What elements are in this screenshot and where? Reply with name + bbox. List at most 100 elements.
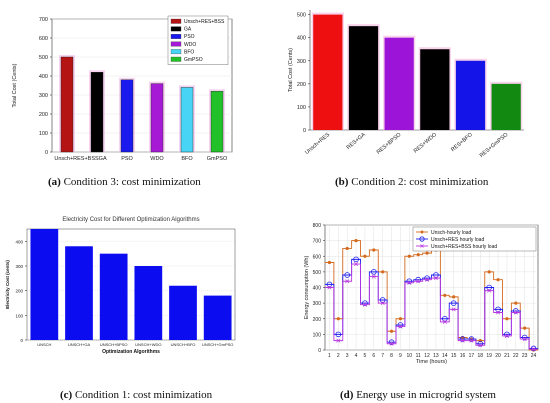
chart-d-series-2-point-8 [398,324,403,329]
chart-a-bar-0 [60,56,74,153]
chart-b-bar-2 [384,37,414,130]
chart-d-series-2-point-14 [451,307,456,312]
chart-d-series-0-point-5 [372,248,376,252]
chart-d-xtick-label-0: 1 [328,353,331,359]
chart-d-series-1-point-23 [530,345,537,352]
caption-d-text: Energy use in microgrid system [353,389,496,401]
chart-d-series-0-point-0 [327,260,332,265]
chart-a-xtick-label-5: GmPSO [207,156,228,162]
chart-d-series-2-point-3 [354,262,359,267]
chart-d-series-2-point-1 [336,338,341,343]
chart-d-series-2-point-0 [327,285,332,290]
chart-d-xtick-label-22: 23 [522,353,528,359]
chart-a-legend-swatch-4 [170,49,182,55]
chart-d-ytick-label-2: 200 [313,317,322,323]
chart-d-series-0-point-4 [363,254,367,258]
chart-d-series-1-point-22 [521,334,528,341]
chart-d-series-0-point-6 [381,270,385,274]
chart-d-series-0-point-18 [487,270,491,274]
chart-a-legend-label-3: WDO [184,42,196,48]
chart-b-xtick-label-2: RES+BPSO [376,131,403,155]
chart-d-series-2-point-15 [460,338,465,343]
chart-d-series-0-point-9 [407,254,411,258]
chart-c-xtick-label-3: UNSCH+WDO [135,342,161,347]
chart-b-ytick-label-2: 200 [297,82,306,88]
chart-d-legend-label-0: Unsch-hourly load [431,230,472,236]
chart-c: Electricity Cost for Different Optimizat… [5,217,236,355]
chart-d-series-2-point-13 [442,319,447,324]
chart-a-ytick-label-4: 400 [39,74,48,80]
chart-d-series-0-point-8 [398,317,403,321]
chart-c-bar-1 [65,246,93,340]
chart-d-series-2-point-22 [522,337,527,342]
chart-d-xtick-label-10: 11 [416,353,421,359]
chart-d-series-1-point-4 [362,300,368,306]
chart-b-bar-1 [348,26,379,130]
chart-a-ytick-label-0: 0 [45,150,48,156]
chart-b-ytick-label-5: 500 [297,13,306,19]
chart-d-legend [412,226,537,252]
caption-a: (a) Condition 3: cost minimization [48,176,201,188]
chart-d-series-2-point-10 [416,279,421,284]
chart-b-ylabel: Total Cost (Cents) [288,48,294,92]
chart-d-xtick-label-21: 22 [513,353,519,359]
caption-c: (c) Condition 1: cost minimization [60,389,212,401]
chart-a-bar-2 [120,79,134,153]
chart-b-ytick-label-3: 300 [297,59,306,65]
chart-d-series-2-point-18 [487,288,492,293]
chart-d-xtick-label-16: 17 [469,353,475,359]
chart-b-xtick-label-1: RES+GA [346,132,367,151]
chart-d-series-line-0 [325,240,538,351]
chart-a-legend-swatch-0 [170,18,182,24]
chart-a-legend-swatch-3 [170,41,182,47]
chart-d-series-2-point-17 [478,343,483,348]
chart-d-series-1-point-16 [468,336,475,342]
chart-a-bar-1 [90,71,104,153]
chart-a-ytick-label-7: 700 [39,17,48,23]
chart-d-series-0-point-19 [496,278,500,282]
caption-a-label: (a) [48,176,61,188]
chart-b-ytick-label-1: 100 [297,105,306,111]
chart-b-xtick-label-5: RES+GmPSO [479,131,510,159]
chart-d-xtick-label-5: 6 [372,353,375,359]
chart-a-bar-4 [180,87,194,153]
chart-d-xtick-label-15: 16 [460,353,466,359]
caption-c-text: Condition 1: cost minimization [72,389,213,401]
chart-d-series-1-point-12 [433,272,439,278]
chart-d-ytick-label-5: 500 [313,270,322,276]
chart-d-series-2-point-23 [531,347,536,352]
chart-d-xtick-label-6: 7 [381,353,384,359]
chart-c-xlabel: Optimization Algorithms [102,349,160,355]
chart-d-series-1-point-9 [406,278,413,285]
chart-c-ytick-label-3: 300 [15,264,23,269]
chart-a-legend-label-4: BFO [184,49,194,55]
chart-d-ytick-label-8: 800 [313,223,322,229]
chart-c-xtick-label-5: UNSCH+GmPSO [202,342,233,347]
chart-a-bar-5 [210,90,224,153]
chart-d-series-1-point-14 [450,300,457,306]
chart-a-legend-swatch-1 [170,26,182,32]
chart-d-series-2-point-6 [380,301,385,306]
chart-b-xtick-label-3: RES+WDO [413,131,439,154]
chart-d-series-2-point-7 [389,341,394,346]
chart-d-series-2-point-4 [362,302,367,307]
chart-d-series-1-point-21 [513,308,519,314]
chart-c-xtick-label-4: UNSCH+BFO [171,342,196,347]
chart-d-series-1-point-17 [477,340,484,347]
chart-d-series-1-point-1 [335,331,342,338]
chart-d-ytick-label-7: 700 [313,239,322,245]
caption-d: (d) Energy use in microgrid system [340,389,496,401]
chart-d-xtick-label-18: 19 [486,353,492,359]
chart-a-legend-swatch-5 [170,56,182,62]
chart-a-xtick-label-3: WDO [150,156,164,162]
chart-d-ytick-label-0: 0 [318,348,321,354]
chart-c-bar-0 [30,229,59,340]
chart-a-xtick-label-4: BFO [181,156,193,162]
chart-d-series-1-point-7 [388,339,395,345]
chart-c-ytick-label-1: 100 [15,313,23,318]
chart-c-bar-2 [99,253,128,340]
chart-b-xtick-label-0: Unsch+RES [304,132,331,156]
chart-c-ytick-label-2: 200 [15,289,23,294]
chart-d-xtick-label-4: 5 [364,353,367,359]
chart-a-ytick-label-2: 200 [39,112,48,118]
